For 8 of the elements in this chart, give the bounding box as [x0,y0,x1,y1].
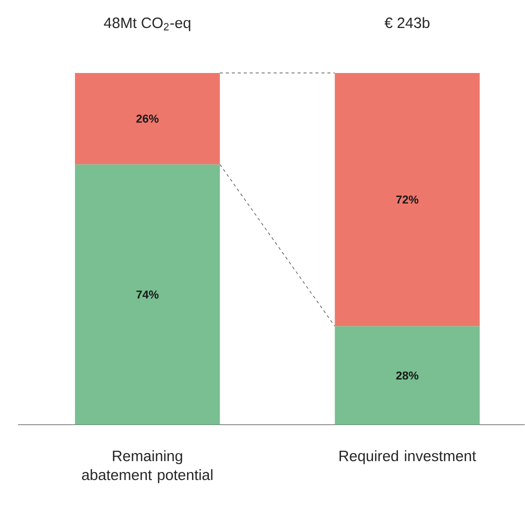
x-tick-label: Required investment [340,450,476,464]
data-label: 74% [136,290,159,299]
text: 48Mt CO$_{2}$-eq [104,18,190,32]
data-label: 72% [396,196,418,204]
x-tick-label: Remaining abatement potential [82,450,212,484]
data-label: 28% [396,372,418,380]
text: € 243b [384,17,430,28]
data-label: 26% [136,114,159,123]
